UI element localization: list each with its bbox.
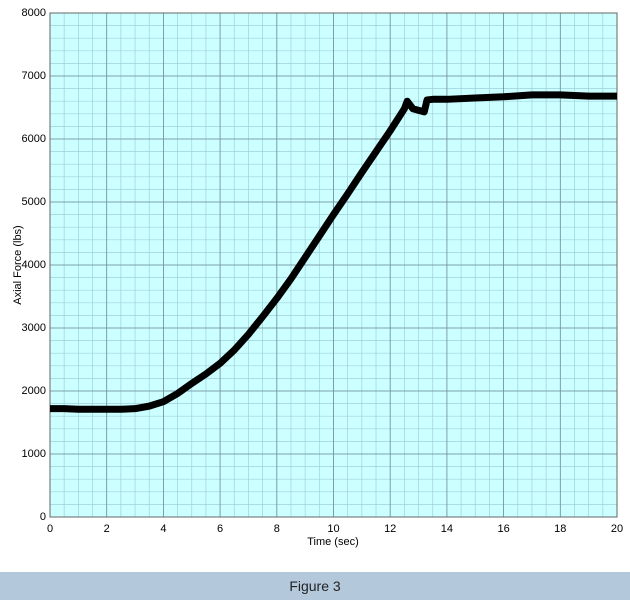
y-tick-label: 4000 (22, 259, 46, 271)
x-tick-label: 2 (104, 523, 110, 535)
y-tick-label: 2000 (22, 385, 46, 397)
x-axis-label: Time (sec) (307, 536, 359, 548)
y-tick-label: 6000 (22, 133, 46, 145)
x-tick-label: 10 (327, 523, 339, 535)
x-tick-label: 6 (217, 523, 223, 535)
x-tick-label: 16 (497, 523, 509, 535)
x-tick-label: 12 (384, 523, 396, 535)
plot-frame (49, 12, 618, 518)
x-tick-label: 14 (441, 523, 453, 535)
y-axis-label: Axial Force (lbs) (12, 225, 24, 304)
y-tick-label: 5000 (22, 196, 46, 208)
y-tick-label: 8000 (22, 7, 46, 19)
y-tick-label: 0 (40, 511, 46, 523)
x-tick-label: 8 (274, 523, 280, 535)
figure-caption: Figure 3 (0, 572, 630, 600)
y-tick-label: 3000 (22, 322, 46, 334)
chart: Time (sec) Axial Force (lbs) 0 2 4 6 8 10 12 14… (12, 7, 623, 548)
x-tick-label: 0 (47, 523, 53, 535)
data-line (50, 91, 617, 413)
y-tick-label: 1000 (22, 448, 46, 460)
x-tick-label: 18 (554, 523, 566, 535)
x-tick-label: 20 (611, 523, 623, 535)
y-tick-label: 7000 (22, 70, 46, 82)
x-tick-label: 4 (160, 523, 166, 535)
